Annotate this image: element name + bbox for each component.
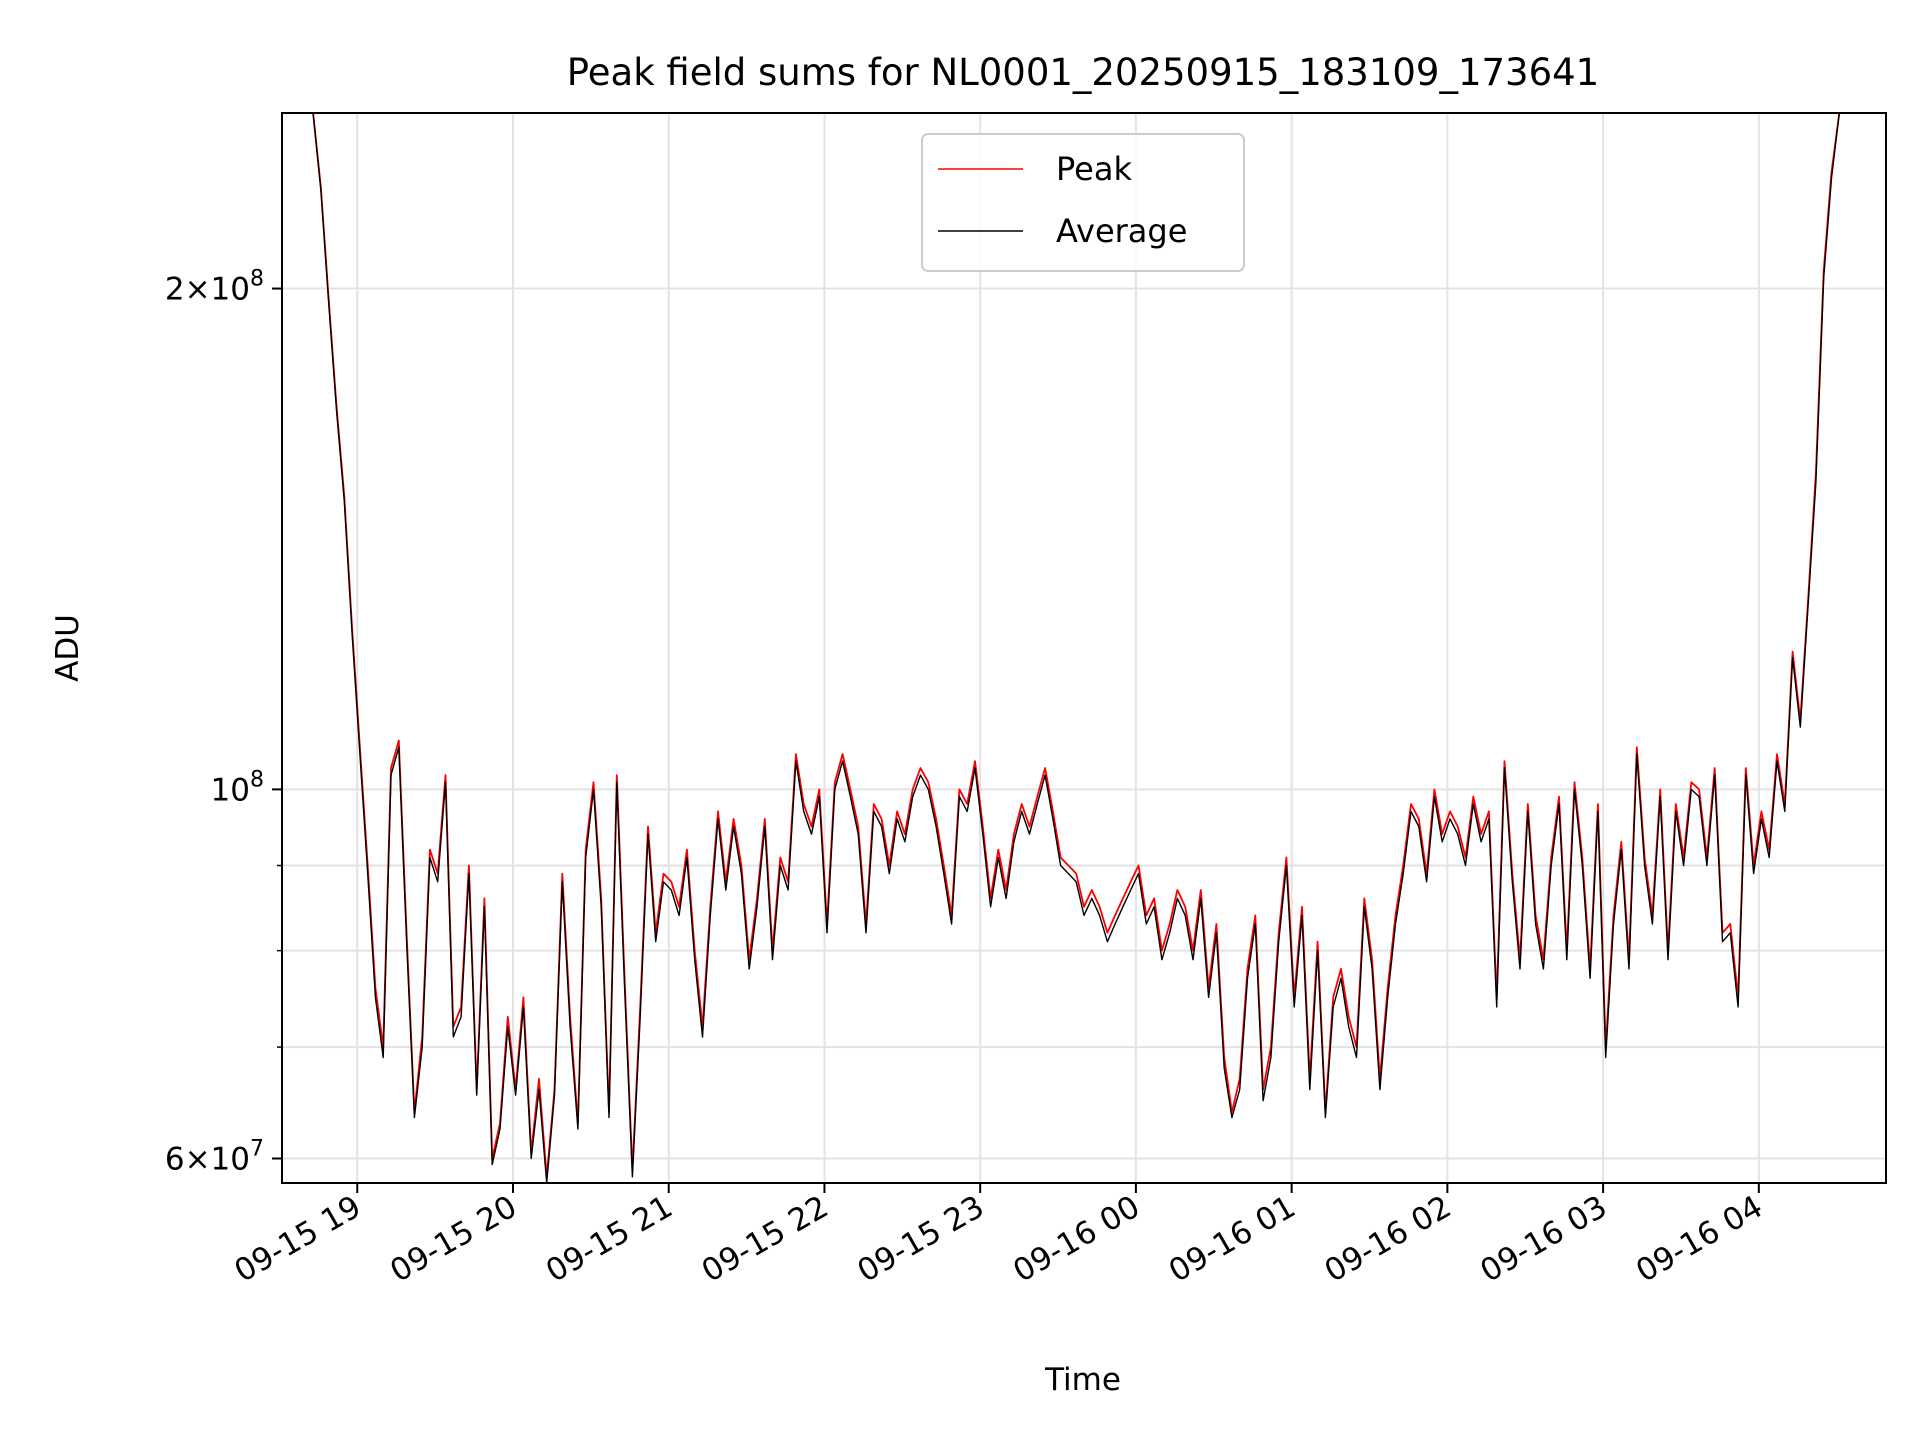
plot-frame	[281, 112, 1887, 1184]
chart-title: Peak field sums for NL0001_20250915_1831…	[567, 51, 1599, 94]
legend: Peak Average	[921, 133, 1245, 272]
y-axis-label: ADU	[50, 614, 86, 682]
y-tick-label: 6×107	[165, 1137, 264, 1178]
legend-label-average: Average	[1056, 212, 1187, 250]
y-tick-label: 2×108	[165, 267, 264, 308]
grid-layer	[282, 113, 1886, 1183]
legend-label-peak: Peak	[1056, 150, 1132, 188]
y-tick-label: 108	[211, 767, 264, 808]
x-axis-label: Time	[1044, 1362, 1121, 1398]
series-layer	[312, 113, 1841, 1183]
series-line-average	[312, 113, 1840, 1183]
